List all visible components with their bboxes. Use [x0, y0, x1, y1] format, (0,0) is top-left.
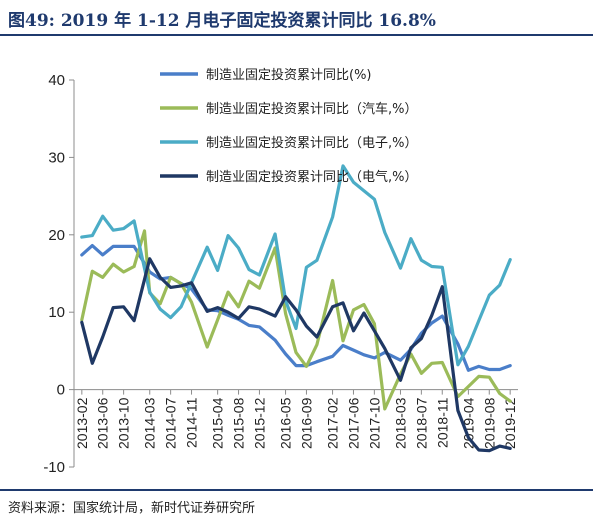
x-tick-label: 2014-07 — [163, 397, 179, 449]
line-chart: -10 0 10 20 30 40 2013-02 2013-06 2013-10 2014-03… — [43, 67, 518, 476]
x-tick-label: 2016-09 — [298, 397, 314, 449]
y-tick-label: 20 — [48, 227, 65, 244]
chart-axes: -10 0 10 20 30 40 2013-02 2013-06 2013-10 2014-03… — [43, 72, 518, 476]
x-tick-label: 2017-06 — [345, 397, 361, 449]
x-tick-label: 2013-06 — [95, 397, 111, 449]
x-tick-label: 2018-03 — [392, 397, 408, 449]
x-tick-label: 2017-10 — [366, 397, 382, 449]
source-rule — [0, 489, 593, 491]
x-tick-label: 2016-05 — [278, 397, 294, 449]
x-tick-label: 2013-02 — [74, 397, 90, 449]
x-tick-label: 2013-10 — [116, 397, 132, 449]
x-tick-label: 2014-11 — [184, 397, 200, 448]
chart-series — [80, 164, 512, 453]
x-tick-label: 2018-07 — [413, 397, 429, 449]
series-line-1 — [80, 244, 512, 372]
x-tick-label: 2014-03 — [142, 397, 158, 449]
legend-label: 制造业固定投资累计同比（电子,%） — [206, 135, 418, 151]
x-tick-label: 2019-12 — [502, 397, 518, 449]
y-tick-label: 0 — [57, 382, 65, 399]
legend-label: 制造业固定投资累计同比（汽车,%） — [206, 101, 418, 117]
x-tick-label: 2015-12 — [251, 397, 267, 449]
legend-label: 制造业固定投资累计同比(%) — [206, 67, 372, 83]
series-line-4 — [80, 257, 512, 453]
x-tick-label: 2017-02 — [325, 397, 341, 449]
x-tick-label: 2018-11 — [434, 397, 450, 448]
y-tick-label: 40 — [48, 72, 65, 89]
chart-legend: 制造业固定投资累计同比(%) 制造业固定投资累计同比（汽车,%） 制造业固定投资累计… — [160, 67, 418, 185]
x-tick-label: 2019-04 — [460, 397, 476, 449]
title-rule — [0, 34, 593, 36]
series-line-3 — [80, 164, 512, 367]
x-tick-label: 2015-08 — [231, 397, 247, 449]
x-tick-label: 2019-08 — [481, 397, 497, 449]
y-tick-label: 30 — [48, 149, 65, 166]
series-line-2 — [80, 229, 512, 411]
x-tick-label: 2015-04 — [210, 397, 226, 449]
legend-label: 制造业固定投资累计同比（电气,%） — [206, 169, 418, 185]
figure-title: 图49: 2019 年 1-12 月电子固定投资累计同比 16.8% — [8, 11, 436, 31]
y-tick-label: 10 — [48, 304, 65, 321]
source-note: 资料来源：国家统计局，新时代证券研究所 — [8, 501, 256, 516]
y-tick-label: -10 — [43, 459, 65, 476]
